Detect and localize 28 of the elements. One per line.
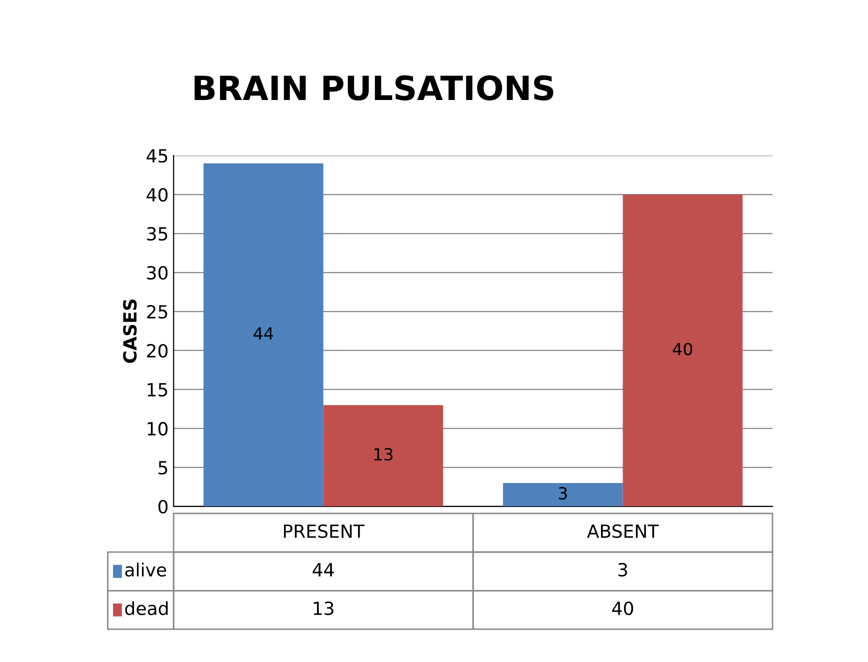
legend-label: alive	[125, 562, 166, 577]
y-tick-label: 15	[148, 383, 168, 397]
bar	[622, 194, 743, 506]
annotation: 44	[254, 327, 274, 340]
chart-title: BRAIN PULSATIONS	[194, 75, 554, 100]
data-label: 44	[312, 563, 334, 576]
bar	[204, 163, 324, 506]
bar	[323, 405, 444, 506]
y-tick-label: 5	[158, 461, 168, 475]
y-tick-label: 40	[146, 188, 168, 202]
y-tick-label: 30	[147, 266, 168, 280]
y-tick-label: 20	[147, 344, 168, 358]
y-tick-label: 35	[147, 227, 168, 241]
x-tick-label: PRESENT	[284, 524, 365, 538]
x-tick-label: ABSENT	[587, 524, 659, 538]
y-tick-label: 10	[148, 422, 168, 436]
data-label: 40	[612, 602, 634, 616]
y-tick-label: 45	[146, 149, 168, 163]
legend-label: dead	[125, 601, 168, 616]
annotation: 40	[672, 342, 692, 356]
y-axis-title: CASES	[123, 300, 137, 363]
annotation: 3	[558, 486, 567, 500]
bar	[503, 483, 623, 506]
data-label: 13	[314, 602, 334, 616]
data-label: 3	[618, 562, 628, 577]
y-tick-label: 0	[158, 500, 168, 514]
y-tick-label: 25	[147, 304, 168, 319]
annotation: 13	[374, 448, 392, 461]
